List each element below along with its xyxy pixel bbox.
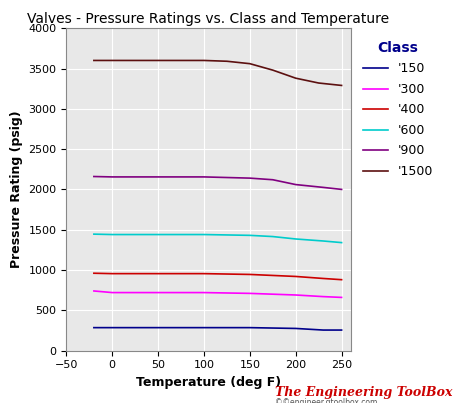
'600 [109, 232, 115, 237]
'600 [320, 239, 326, 243]
'150 [339, 328, 345, 332]
'600 [339, 240, 345, 245]
'300 [247, 291, 253, 296]
'400 [247, 272, 253, 277]
'400 [339, 277, 345, 282]
'150 [109, 325, 115, 330]
'400 [155, 271, 161, 276]
'600 [247, 233, 253, 238]
'600 [155, 232, 161, 237]
Line: '600: '600 [94, 234, 342, 243]
'150 [155, 325, 161, 330]
'300 [201, 290, 207, 295]
Legend: '150, '300, '400, '600, '900, '1500: '150, '300, '400, '600, '900, '1500 [363, 41, 433, 178]
'900 [247, 176, 253, 181]
'300 [109, 290, 115, 295]
'300 [339, 295, 345, 300]
'400 [91, 271, 97, 276]
'1500 [293, 76, 299, 81]
'900 [109, 174, 115, 179]
Line: '150: '150 [94, 328, 342, 330]
'600 [201, 232, 207, 237]
'1500 [109, 58, 115, 63]
'900 [293, 182, 299, 187]
'900 [201, 174, 207, 179]
'1500 [316, 81, 321, 85]
'900 [339, 187, 345, 192]
X-axis label: Temperature (deg F): Temperature (deg F) [136, 376, 281, 389]
'150 [320, 328, 326, 332]
'600 [270, 234, 275, 239]
Line: '900: '900 [94, 177, 342, 189]
'400 [201, 271, 207, 276]
Y-axis label: Pressure Rating (psig): Pressure Rating (psig) [10, 110, 23, 268]
Text: ©©engineer.gtoolbox.com: ©©engineer.gtoolbox.com [275, 398, 377, 403]
'1500 [224, 59, 230, 64]
'600 [293, 237, 299, 241]
'400 [320, 276, 326, 281]
Text: The Engineering ToolBox: The Engineering ToolBox [275, 386, 452, 399]
Line: '1500: '1500 [94, 60, 342, 85]
Line: '400: '400 [94, 273, 342, 280]
'150 [91, 325, 97, 330]
Line: '300: '300 [94, 291, 342, 297]
'300 [293, 293, 299, 297]
'900 [270, 177, 275, 182]
'600 [91, 232, 97, 237]
'300 [320, 294, 326, 299]
'1500 [339, 83, 345, 88]
'1500 [91, 58, 97, 63]
'150 [247, 325, 253, 330]
'900 [320, 185, 326, 190]
'1500 [247, 61, 253, 66]
'400 [109, 271, 115, 276]
Title: Valves - Pressure Ratings vs. Class and Temperature: Valves - Pressure Ratings vs. Class and … [27, 12, 390, 26]
'1500 [201, 58, 207, 63]
'900 [91, 174, 97, 179]
'1500 [270, 68, 275, 73]
'900 [155, 174, 161, 179]
'300 [91, 289, 97, 293]
'150 [293, 326, 299, 331]
'150 [201, 325, 207, 330]
'1500 [155, 58, 161, 63]
'300 [155, 290, 161, 295]
'400 [293, 274, 299, 279]
